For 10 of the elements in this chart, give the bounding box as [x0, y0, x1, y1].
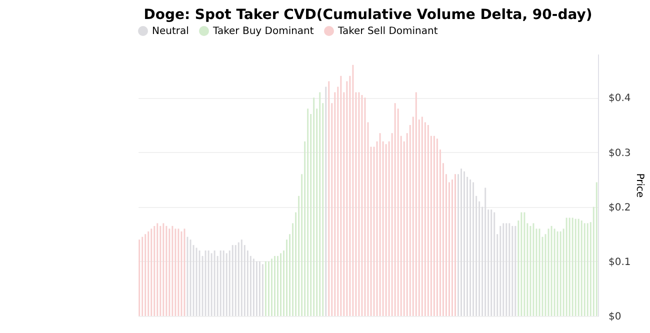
legend-label: Neutral: [152, 26, 189, 37]
y-tick-label: $0.3: [608, 148, 631, 159]
legend-label: Taker Sell Dominant: [337, 26, 438, 37]
y-tick-label: $0.2: [608, 202, 631, 214]
chart-title: Doge: Spot Taker CVD(Cumulative Volume Delta, 90-day): [144, 7, 592, 23]
y-tick-label: $0: [608, 312, 622, 322]
legend-label: Taker Buy Dominant: [212, 26, 314, 37]
y-tick-label: $0.4: [608, 93, 631, 104]
y-tick-label: $0.1: [608, 256, 631, 268]
y-axis-title: Price: [634, 173, 645, 198]
